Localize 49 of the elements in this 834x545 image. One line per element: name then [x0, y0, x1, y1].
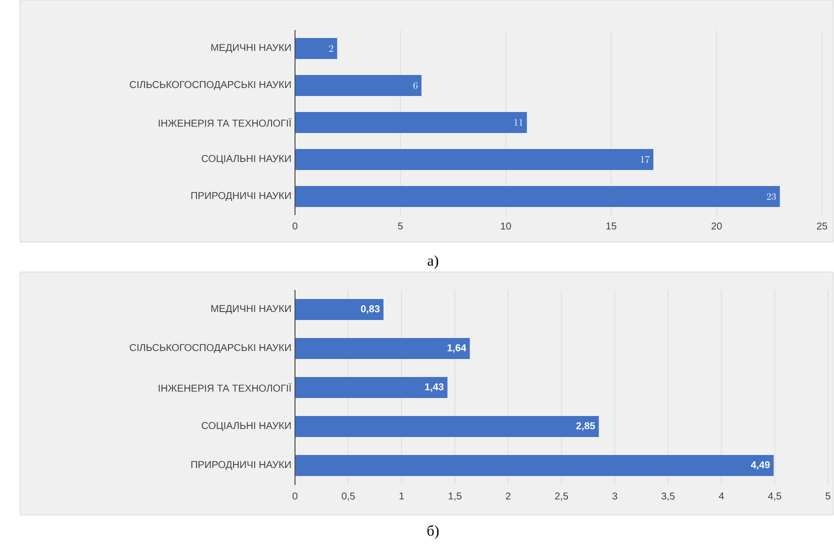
- data-label: 2,85: [576, 422, 596, 431]
- x-tick-label: 20: [712, 222, 722, 230]
- x-tick-label: 1: [400, 492, 404, 500]
- x-tick-label: 4: [718, 492, 724, 500]
- x-tick-label: 25: [816, 222, 828, 230]
- x-tick-label: 0,5: [342, 492, 355, 501]
- x-tick-label: 5: [398, 222, 403, 230]
- y-tick-label: СІЛЬСЬКОГОСПОДАРСЬКІ НАУКИ: [130, 344, 291, 353]
- data-label: 4,49: [750, 461, 770, 470]
- data-label: 23: [766, 193, 776, 200]
- bar: [295, 416, 599, 438]
- bar: [295, 38, 338, 59]
- data-label: 17: [640, 156, 650, 163]
- y-tick-label: СОЦІАЛЬНІ НАУКИ: [202, 422, 291, 431]
- x-tick-label: 1,5: [448, 492, 462, 501]
- bar: [295, 377, 448, 398]
- y-tick-label: ПРИРОДНИЧІ НАУКИ: [191, 461, 291, 470]
- x-tick-label: 4,5: [768, 492, 782, 501]
- y-tick-label: МЕДИЧНІ НАУКИ: [211, 44, 291, 53]
- bar: [295, 186, 780, 207]
- data-label: 1,64: [448, 344, 466, 353]
- y-tick-label: ІНЖЕНЕРІЯ ТА ТЕХНОЛОГІЇ: [158, 383, 292, 392]
- data-label: 0,83: [360, 305, 380, 314]
- bar: [295, 299, 384, 320]
- x-tick-label: 5: [826, 492, 830, 500]
- bar: [295, 455, 774, 476]
- text: б): [427, 525, 439, 539]
- y-tick-label: МЕДИЧНІ НАУКИ: [211, 305, 291, 314]
- y-tick-label: ІНЖЕНЕРІЯ ТА ТЕХНОЛОГІЇ: [158, 118, 292, 127]
- x-tick-label: 2: [506, 492, 510, 500]
- bar: [295, 338, 470, 360]
- data-label: 6: [413, 82, 418, 89]
- y-tick-label: СІЛЬСЬКОГОСПОДАРСЬКІ НАУКИ: [130, 81, 291, 90]
- data-label: 1,43: [425, 383, 444, 392]
- x-tick-label: 3,5: [662, 492, 675, 501]
- x-tick-label: 3: [612, 492, 618, 500]
- x-tick-label: 15: [606, 222, 616, 230]
- bar: [295, 74, 422, 96]
- data-label: 11: [514, 119, 523, 126]
- x-tick-label: 10: [501, 222, 511, 230]
- text: а): [428, 255, 438, 269]
- data-label: 2: [329, 45, 334, 52]
- x-tick-label: 0: [292, 492, 298, 500]
- bar: [295, 112, 527, 133]
- y-tick-label: СОЦІАЛЬНІ НАУКИ: [202, 155, 291, 164]
- x-tick-label: 2,5: [555, 492, 568, 501]
- bar: [295, 149, 654, 170]
- y-tick-label: ПРИРОДНИЧІ НАУКИ: [191, 192, 291, 201]
- x-tick-label: 0: [292, 222, 298, 230]
